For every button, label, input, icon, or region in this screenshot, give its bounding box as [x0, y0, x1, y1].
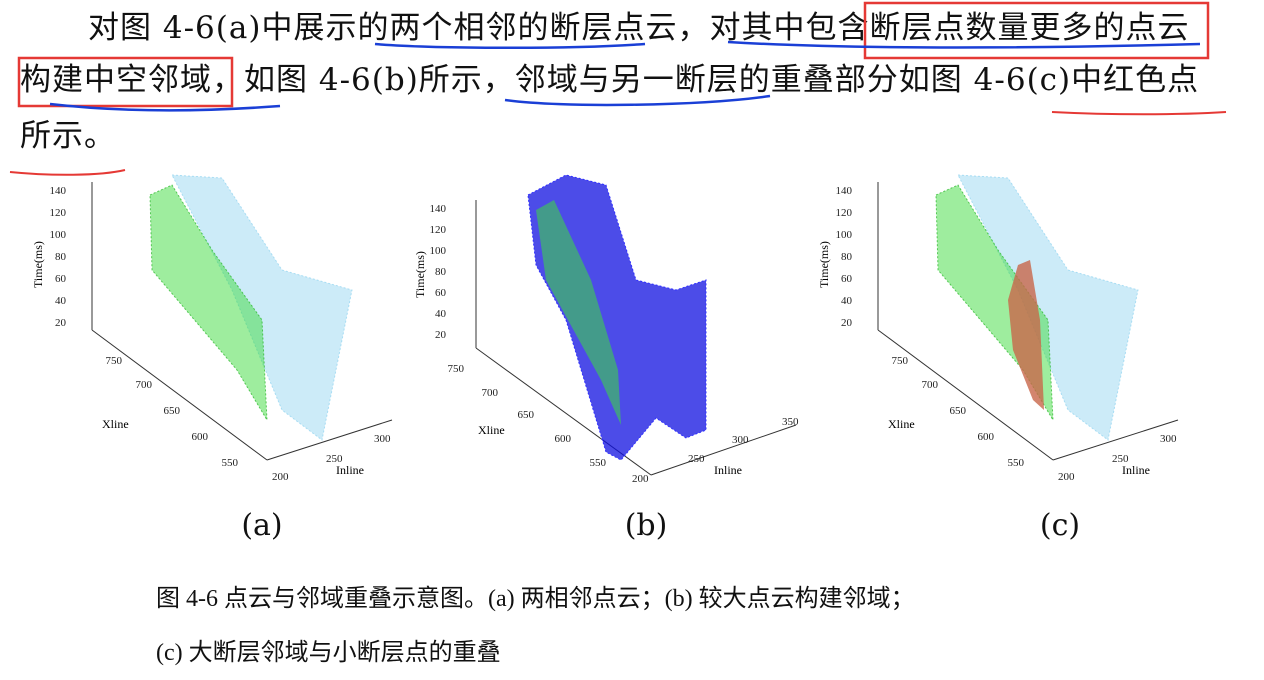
y-tick: 650: [950, 405, 967, 417]
x-ticks: 200 250 300 350: [632, 416, 799, 485]
x-tick: 250: [326, 453, 343, 465]
red-underline-2: [9, 169, 126, 176]
y-tick: 650: [518, 409, 535, 421]
z-tick: 60: [55, 273, 67, 285]
y-ticks: 750 700 650 600 550: [106, 355, 239, 469]
z-tick: 40: [435, 308, 447, 320]
z-tick: 80: [435, 266, 447, 278]
blue-underline-4: [504, 94, 771, 107]
x-tick: 350: [782, 416, 799, 428]
blue-underline-1: [374, 42, 646, 50]
z-tick: 60: [435, 287, 447, 299]
z-axis-label: Time(ms): [31, 241, 45, 288]
y-tick: 700: [922, 379, 939, 391]
x-ticks: 200 250 300: [1058, 433, 1177, 483]
z-ticks: 140 120 100 80 60 40 20: [430, 203, 447, 341]
y-tick: 700: [482, 387, 499, 399]
z-tick: 80: [55, 251, 67, 263]
y-tick: 700: [136, 379, 153, 391]
paragraph-line-2: 构建中空邻域，如图 4-6(b)所示，邻域与另一断层的重叠部分如图 4-6(c)…: [20, 62, 1200, 98]
y-tick: 750: [892, 355, 909, 367]
z-tick: 120: [836, 207, 853, 219]
paragraph-line-3: 所示。: [20, 118, 116, 154]
red-overlap-points: [1008, 260, 1044, 410]
y-ticks: 750 700 650 600 550: [448, 363, 607, 469]
x-tick: 200: [1058, 471, 1075, 483]
x-tick: 300: [374, 433, 391, 445]
red-box-annotation-2: [17, 56, 234, 108]
y-tick: 600: [555, 433, 572, 445]
z-tick: 60: [841, 273, 853, 285]
z-ticks: 140 120 100 80 60 40 20: [836, 185, 853, 329]
axis-lines: [91, 182, 393, 461]
y-tick: 600: [192, 431, 209, 443]
y-axis-label: Xline: [478, 423, 505, 437]
x-axis-label: Inline: [336, 463, 364, 477]
paragraph-line-1: 对图 4-6(a)中展示的两个相邻的断层点云，对其中包含断层点数量更多的点云: [88, 10, 1190, 46]
y-axis-label: Xline: [888, 417, 915, 431]
z-tick: 40: [55, 295, 67, 307]
axis-lines: [877, 182, 1179, 461]
x-axis-label: Inline: [1122, 463, 1150, 477]
x-tick: 200: [632, 473, 649, 485]
x-axis-label: Inline: [714, 463, 742, 477]
figure-panel-a: 140 120 100 80 60 40 20 Time(ms) 750 700…: [22, 170, 422, 500]
figure-caption-line-2: (c) 大断层邻域与小断层点的重叠: [156, 640, 501, 666]
z-tick: 140: [836, 185, 853, 197]
blue-underline-2: [727, 40, 1201, 49]
z-tick: 80: [841, 251, 853, 263]
z-axis-label: Time(ms): [817, 241, 831, 288]
x-tick: 250: [1112, 453, 1129, 465]
z-tick: 140: [50, 185, 67, 197]
green-fault-cloud: [149, 184, 268, 421]
green-fault-cloud: [536, 200, 621, 425]
red-box-annotation-1: [863, 1, 1210, 60]
y-tick: 550: [1008, 457, 1025, 469]
x-tick: 200: [272, 471, 289, 483]
y-tick: 550: [222, 457, 239, 469]
x-ticks: 200 250 300: [272, 433, 391, 483]
z-tick: 20: [841, 317, 853, 329]
z-tick: 20: [55, 317, 67, 329]
figure-panel-c: 140 120 100 80 60 40 20 Time(ms) 750 700…: [808, 170, 1208, 500]
z-axis-label: Time(ms): [413, 251, 427, 298]
z-tick: 20: [435, 329, 447, 341]
point-cloud-plot-a: 140 120 100 80 60 40 20 Time(ms) 750 700…: [31, 174, 393, 483]
y-tick: 750: [448, 363, 465, 375]
y-axis-label: Xline: [102, 417, 129, 431]
y-tick: 600: [978, 431, 995, 443]
x-tick: 300: [732, 434, 749, 446]
z-tick: 100: [50, 229, 67, 241]
annotation-overlay: [9, 1, 1227, 176]
red-underline-1: [1051, 111, 1227, 116]
point-cloud-plot-c: 140 120 100 80 60 40 20 Time(ms) 750 700…: [817, 174, 1179, 483]
x-tick: 250: [688, 453, 705, 465]
figure-panel-b: 140 120 100 80 60 40 20 Time(ms) 750 700…: [406, 170, 806, 500]
z-tick: 100: [836, 229, 853, 241]
y-ticks: 750 700 650 600 550: [892, 355, 1025, 469]
x-tick: 300: [1160, 433, 1177, 445]
y-tick: 750: [106, 355, 123, 367]
z-tick: 120: [50, 207, 67, 219]
y-tick: 550: [590, 457, 607, 469]
figure-label-b: (b): [624, 508, 668, 543]
z-tick: 140: [430, 203, 447, 215]
point-cloud-plot-b: 140 120 100 80 60 40 20 Time(ms) 750 700…: [413, 174, 799, 485]
figure-label-a: (a): [241, 508, 283, 543]
z-tick: 100: [430, 245, 447, 257]
figure-caption-line-1: 图 4-6 点云与邻域重叠示意图。(a) 两相邻点云；(b) 较大点云构建邻域；: [156, 586, 915, 612]
figure-label-c: (c): [1039, 508, 1081, 543]
y-tick: 650: [164, 405, 181, 417]
blue-underline-3: [49, 102, 281, 112]
z-tick: 120: [430, 224, 447, 236]
z-tick: 40: [841, 295, 853, 307]
z-ticks: 140 120 100 80 60 40 20: [50, 185, 67, 329]
